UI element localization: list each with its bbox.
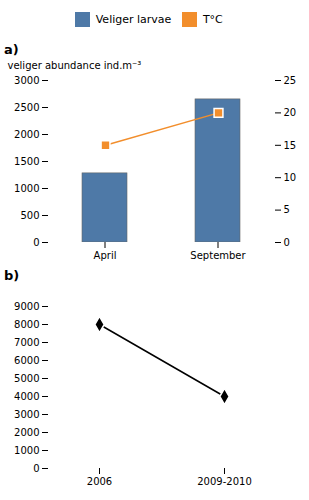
html-text:a): a) [4, 41, 19, 57]
svg-text:2500: 2500 [14, 101, 39, 112]
svg-text:25: 25 [284, 74, 297, 85]
svg-text:8000: 8000 [14, 318, 39, 329]
svg-text:0: 0 [33, 236, 39, 247]
svg-text:5: 5 [284, 204, 290, 215]
svg-text:2000: 2000 [14, 426, 39, 437]
svg-text:1500: 1500 [14, 155, 39, 166]
svg-text:2000: 2000 [14, 128, 39, 139]
svg-text:1000: 1000 [14, 444, 39, 455]
svg-text:15: 15 [284, 139, 297, 150]
svg-text:6000: 6000 [14, 354, 39, 365]
html-text:b): b) [4, 267, 20, 283]
svg-text:4000: 4000 [14, 390, 39, 401]
svg-text:5000: 5000 [14, 372, 39, 383]
svg-text:1000: 1000 [14, 182, 39, 193]
svg-text:September: September [190, 249, 246, 260]
html-text:T°C: T°C [202, 13, 223, 26]
svg-text:3000: 3000 [14, 74, 39, 85]
svg-text:2009-2010: 2009-2010 [197, 475, 252, 486]
svg-text:3000: 3000 [14, 408, 39, 419]
svg-text:0: 0 [284, 236, 290, 247]
svg-text:2006: 2006 [87, 475, 112, 486]
svg-text:veliger abundance ind.m⁻³: veliger abundance ind.m⁻³ [8, 59, 142, 70]
svg-text:7000: 7000 [14, 336, 39, 347]
svg-text:500: 500 [20, 209, 39, 220]
svg-text:April: April [94, 249, 117, 260]
html-text:Veliger larvae: Veliger larvae [95, 13, 172, 26]
svg-text:0: 0 [33, 462, 39, 473]
svg-text:9000: 9000 [14, 300, 39, 311]
svg-text:20: 20 [284, 107, 297, 118]
svg-text:10: 10 [284, 171, 297, 182]
